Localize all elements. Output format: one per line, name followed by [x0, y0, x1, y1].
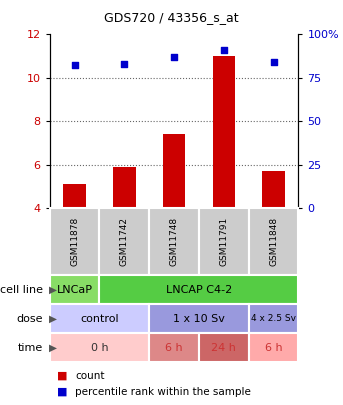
Bar	[50, 304, 149, 333]
Bar	[113, 167, 135, 208]
Text: 4 x 2.5 Sv: 4 x 2.5 Sv	[251, 314, 296, 323]
Point	[121, 60, 127, 67]
Bar	[50, 275, 99, 304]
Bar	[199, 333, 249, 362]
Point	[221, 47, 226, 53]
Bar	[213, 56, 235, 208]
Point	[72, 62, 78, 68]
Bar	[99, 275, 298, 304]
Bar	[50, 333, 149, 362]
Bar	[249, 304, 298, 333]
Text: GSM11748: GSM11748	[169, 217, 179, 266]
Bar	[99, 208, 149, 275]
Text: ■: ■	[57, 371, 67, 381]
Text: percentile rank within the sample: percentile rank within the sample	[75, 387, 251, 397]
Text: 6 h: 6 h	[265, 343, 282, 353]
Bar	[149, 208, 199, 275]
Text: 6 h: 6 h	[165, 343, 183, 353]
Bar	[262, 171, 285, 208]
Text: count: count	[75, 371, 105, 381]
Text: 24 h: 24 h	[211, 343, 236, 353]
Bar	[149, 304, 249, 333]
Text: time: time	[17, 343, 43, 353]
Bar	[63, 184, 86, 208]
Text: dose: dose	[16, 314, 43, 324]
Text: GSM11878: GSM11878	[70, 217, 79, 266]
Text: ▶: ▶	[49, 285, 57, 294]
Text: 1 x 10 Sv: 1 x 10 Sv	[173, 314, 225, 324]
Text: GDS720 / 43356_s_at: GDS720 / 43356_s_at	[104, 11, 239, 24]
Text: ▶: ▶	[49, 343, 57, 353]
Text: ■: ■	[57, 387, 67, 397]
Text: cell line: cell line	[0, 285, 43, 294]
Text: GSM11791: GSM11791	[219, 217, 228, 266]
Text: LNCaP: LNCaP	[57, 285, 93, 294]
Point	[172, 53, 177, 60]
Text: ▶: ▶	[49, 314, 57, 324]
Text: control: control	[80, 314, 119, 324]
Text: 0 h: 0 h	[91, 343, 108, 353]
Point	[271, 59, 276, 65]
Text: GSM11848: GSM11848	[269, 217, 278, 266]
Bar	[50, 208, 99, 275]
Bar	[149, 333, 199, 362]
Bar	[249, 333, 298, 362]
Bar	[199, 208, 249, 275]
Bar	[163, 134, 185, 208]
Text: GSM11742: GSM11742	[120, 217, 129, 266]
Text: LNCAP C4-2: LNCAP C4-2	[166, 285, 232, 294]
Bar	[249, 208, 298, 275]
